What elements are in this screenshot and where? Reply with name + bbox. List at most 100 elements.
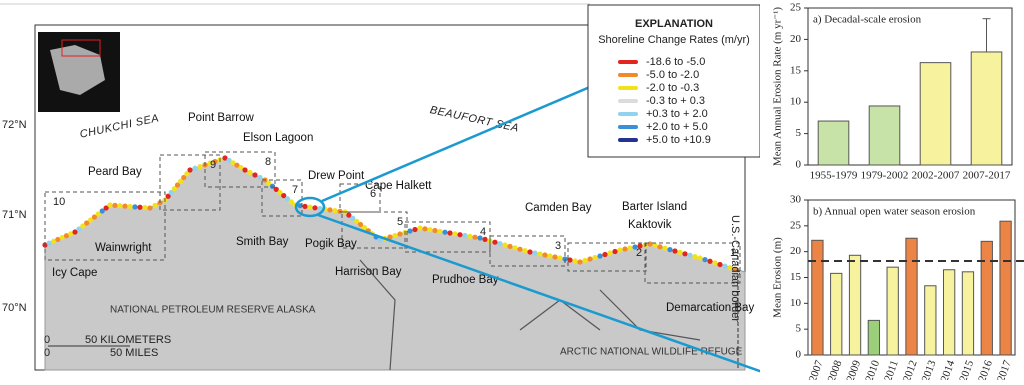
coast-point [288, 199, 294, 205]
coast-point [63, 233, 70, 239]
bar [980, 240, 993, 356]
coast-point [226, 157, 232, 163]
coast-point [132, 204, 138, 210]
coast-point [59, 234, 65, 241]
section-label: 2 [636, 247, 642, 259]
legend-label: -2.0 to -0.3 [646, 82, 699, 94]
place: Barter Island [622, 201, 687, 213]
bar [886, 266, 899, 356]
coast-point [482, 236, 488, 242]
coast-point [677, 249, 683, 255]
y-axis-label: Mean Erosion (m) [772, 237, 784, 318]
section-boxes: 1 2 3 4 5 6 7 8 9 10 [44, 151, 741, 284]
charts: 0 5 10 15 20 25 Mean Annual Erosion Rate (m yr… [772, 2, 1024, 384]
place: Point Barrow [188, 112, 255, 124]
coast-point [142, 205, 148, 211]
y-tick-label: 10 [790, 96, 802, 108]
coast-point [187, 167, 193, 173]
place: Smith Bay [236, 236, 289, 248]
coast-point [602, 251, 608, 258]
coast-point [447, 230, 453, 236]
scale-text: 50 KILOMETERS [85, 334, 171, 346]
coast-point [727, 265, 733, 271]
coast-point [497, 241, 503, 247]
coast-point [472, 234, 478, 240]
coast-point [617, 247, 623, 253]
x-tick-label: 2002-2007 [912, 170, 960, 182]
coast-point [492, 239, 498, 245]
y-tick-label: 25 [790, 2, 802, 14]
section-label: 5 [397, 216, 403, 228]
coast-point [622, 246, 628, 252]
coast-point [168, 189, 174, 196]
coast-point [672, 248, 678, 254]
section-box [159, 154, 221, 211]
coast-point [682, 251, 688, 257]
legend-title: EXPLANATION [635, 18, 713, 30]
coast-point [103, 205, 109, 211]
coast-point [269, 183, 276, 189]
chart-title: a) Decadal-scale erosion [813, 14, 922, 26]
coast-point [687, 252, 693, 258]
coast-point [572, 258, 578, 264]
coast-point [112, 202, 118, 208]
coast-point [377, 237, 383, 243]
zoom-line [317, 213, 786, 382]
coast-point [437, 228, 443, 234]
inset-land [50, 45, 105, 95]
section-box [339, 183, 381, 213]
coast-point [174, 182, 181, 188]
coast-point [55, 236, 61, 243]
coast-point [99, 208, 105, 214]
y-tick-label: 25 [790, 219, 802, 231]
coast-point [277, 189, 283, 196]
section-box [261, 179, 303, 217]
legend-label: -5.0 to -2.0 [646, 69, 699, 81]
chart-title: b) Annual open water season erosion [813, 206, 976, 218]
coast-point [552, 254, 558, 260]
coast-point [307, 204, 313, 210]
place: Harrison Bay [335, 266, 402, 278]
bar [868, 105, 901, 166]
coast-point [732, 266, 738, 272]
coast-point [184, 171, 190, 177]
place: Drew Point [308, 170, 365, 182]
coast-point [171, 186, 177, 192]
coast-point [667, 247, 673, 253]
coast-point [230, 160, 236, 166]
coast-point [587, 256, 593, 262]
place: Demarcation Bay [666, 302, 754, 314]
coast-point [392, 232, 398, 239]
coast-point [637, 243, 643, 249]
coast-point [717, 261, 723, 268]
bar [811, 239, 824, 356]
coast-point [427, 227, 433, 233]
coast-point [567, 257, 573, 263]
coast-point [397, 231, 403, 237]
bar [867, 319, 881, 356]
scale-text: 50 MILES [110, 347, 158, 359]
coast-point [147, 205, 153, 211]
place: Camden Bay [525, 202, 592, 214]
section-box [404, 221, 491, 253]
coast-point [702, 257, 708, 263]
x-tick-label: 2007-2017 [963, 170, 1011, 182]
coast-point [712, 260, 718, 266]
coast-point [592, 254, 598, 261]
coast-point [577, 259, 583, 265]
coast-point [284, 196, 291, 202]
coast-point [357, 221, 364, 228]
coast-point [297, 203, 303, 209]
coast-point [507, 243, 513, 249]
coast-point [607, 250, 613, 256]
section-label: 3 [555, 240, 561, 252]
place: Cape Halkett [365, 180, 432, 192]
bar [848, 254, 862, 356]
section-box [44, 191, 166, 261]
coast-point [46, 240, 52, 246]
coast-point [722, 263, 728, 269]
inset-box [61, 39, 101, 57]
section-label: 9 [210, 159, 216, 171]
coast-point [597, 253, 603, 259]
coast-point [273, 186, 279, 192]
